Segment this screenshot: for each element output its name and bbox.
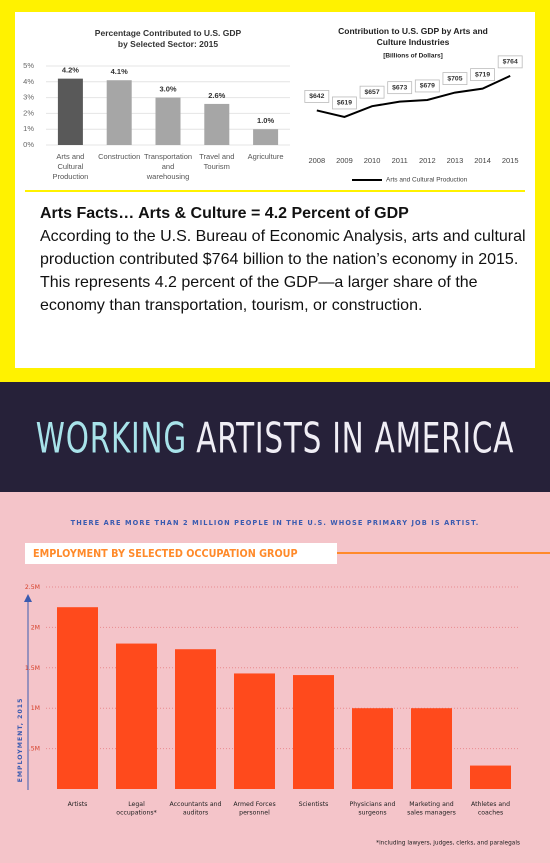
value-label: $619 — [337, 100, 352, 107]
value-label: $705 — [447, 75, 462, 82]
x-tick-label: Artists — [68, 801, 88, 808]
bar — [57, 78, 83, 145]
y-tick-label: 2% — [23, 108, 34, 117]
value-label: $719 — [475, 71, 490, 78]
arrow-head — [24, 594, 32, 602]
label-box — [414, 79, 440, 93]
banner-rest: ARTISTS IN AMERICA — [196, 413, 514, 462]
banner-highlight: WORKING — [36, 413, 187, 462]
x-tick-label: Athletes and coaches — [471, 801, 510, 817]
chart-subtitle: THERE ARE MORE THAN 2 MILLION PEOPLE IN … — [71, 519, 480, 527]
facts-body: According to the U.S. Bureau of Economic… — [40, 228, 526, 314]
x-tick-label: 2014 — [474, 156, 491, 165]
legend-label: Arts and Cultural Production — [386, 177, 468, 184]
value-label: 1.0% — [257, 116, 274, 125]
x-tick-label: 2011 — [392, 156, 408, 165]
bar — [352, 708, 393, 789]
y-tick-label: 2M — [31, 624, 40, 631]
label-box — [387, 81, 413, 95]
chart-title: EMPLOYMENT BY SELECTED OCCUPATION GROUP — [33, 549, 298, 560]
y-tick-label: 0% — [23, 140, 34, 149]
line — [316, 74, 511, 118]
bar — [116, 643, 157, 789]
section-header-bg — [25, 543, 337, 564]
x-tick-label: Scientists — [299, 801, 329, 808]
bar — [293, 675, 334, 789]
y-tick-label: 4% — [23, 77, 34, 86]
y-tick-label: 1M — [31, 705, 40, 712]
value-label: $673 — [392, 84, 407, 91]
x-tick-label: Arts and Cultural Production — [52, 152, 88, 181]
label-box — [332, 96, 357, 110]
x-tick-label: Construction — [98, 152, 140, 161]
bar — [234, 673, 275, 789]
chart-subtitle: [Billions of Dollars] — [383, 53, 443, 60]
value-label: 4.2% — [62, 66, 79, 75]
x-tick-label: Armed Forces personnel — [233, 801, 275, 817]
x-tick-label: Transportation and warehousing — [144, 152, 192, 181]
x-tick-label: 2008 — [308, 156, 325, 165]
y-tick-label: 1.5M — [25, 665, 40, 672]
x-tick-label: 2009 — [336, 156, 353, 165]
value-label: 3.0% — [159, 85, 176, 94]
label-box — [470, 68, 495, 82]
y-tick-label: 1% — [23, 124, 34, 133]
bar — [175, 649, 216, 789]
x-tick-label: 2012 — [419, 156, 436, 165]
x-tick-label: Accountants and auditors — [170, 801, 222, 817]
y-tick-label: .5M — [29, 746, 40, 753]
chart-title: Percentage Contributed to U.S. GDP by Sel… — [95, 28, 242, 49]
x-tick-label: 2015 — [502, 156, 519, 165]
footnote: *including lawyers, judges, clerks, and … — [376, 841, 520, 847]
bar — [470, 765, 511, 789]
value-label: $679 — [420, 83, 435, 90]
value-label: $657 — [365, 89, 380, 96]
banner-title: WORKING ARTISTS IN AMERICA — [36, 413, 514, 462]
y-tick-label: 2.5M — [25, 584, 40, 591]
bar — [106, 80, 132, 145]
label-box — [359, 85, 385, 99]
x-tick-label: Agriculture — [248, 152, 284, 161]
banner-bg — [0, 382, 550, 492]
y-tick-label: 5% — [23, 61, 34, 70]
bar — [411, 708, 452, 789]
value-label: 4.1% — [111, 67, 128, 76]
facts-heading: Arts Facts… Arts & Culture = 4.2 Percent… — [40, 205, 409, 222]
bar — [155, 97, 181, 145]
label-box — [497, 55, 523, 69]
value-label: 2.6% — [208, 91, 225, 100]
x-tick-label: Travel and Tourism — [199, 152, 234, 171]
bar — [57, 607, 98, 789]
value-label: $642 — [309, 93, 324, 100]
x-tick-label: Physicians and surgeons — [350, 801, 396, 817]
label-box — [304, 90, 330, 103]
y-tick-label: 3% — [23, 93, 34, 102]
x-tick-label: Legal occupations* — [116, 801, 156, 817]
facts: Arts Facts… Arts & Culture = 4.2 Percent… — [40, 205, 530, 317]
x-tick-label: Marketing and sales managers — [407, 801, 456, 817]
y-axis-label: EMPLOYMENT, 2015 — [17, 698, 24, 783]
x-tick-label: 2013 — [447, 156, 464, 165]
label-box — [442, 72, 468, 85]
chart-title: Contribution to U.S. GDP by Arts and Cult… — [338, 26, 488, 47]
value-label: $764 — [503, 59, 518, 66]
x-tick-label: 2010 — [364, 156, 381, 165]
bar — [204, 103, 230, 145]
bar — [253, 129, 279, 145]
